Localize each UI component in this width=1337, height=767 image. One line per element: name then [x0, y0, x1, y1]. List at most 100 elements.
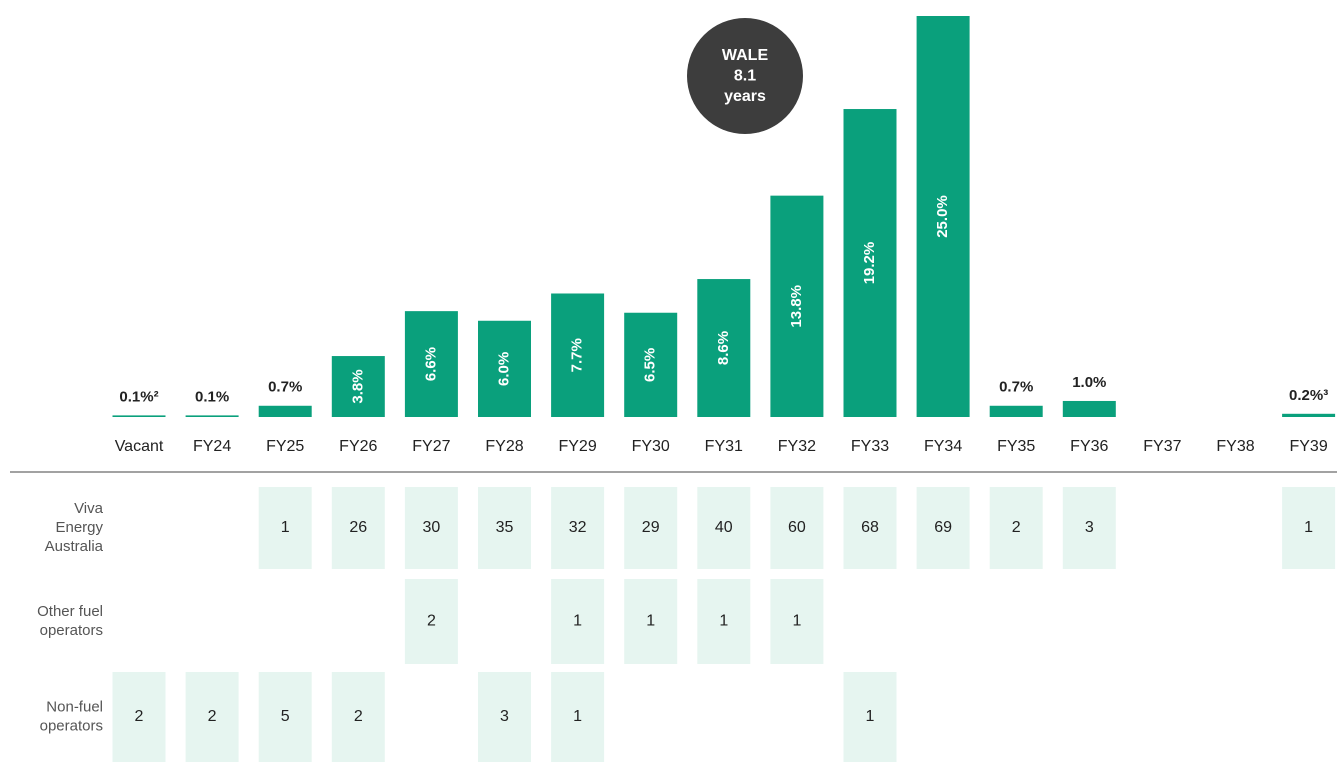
cell-value: 1	[573, 613, 582, 630]
cell-value: 60	[788, 519, 806, 536]
table-cell	[697, 487, 751, 569]
bar	[331, 356, 385, 417]
cell-value: 3	[1085, 519, 1094, 536]
x-tick-label: FY24	[193, 438, 231, 455]
bar	[404, 311, 458, 417]
cell-value: 68	[861, 519, 879, 536]
cell-value: 1	[281, 519, 290, 536]
table-cell	[258, 672, 312, 762]
table-cell	[770, 487, 824, 569]
value-label: 1.0%	[1072, 374, 1106, 391]
cell-value: 29	[642, 519, 660, 536]
table-cell	[258, 487, 312, 569]
table-cell	[404, 487, 458, 569]
table-cell	[1062, 487, 1116, 569]
x-tick-label: FY29	[558, 438, 596, 455]
bar	[989, 405, 1043, 417]
bar	[697, 279, 751, 417]
cell-value: 30	[423, 519, 441, 536]
table-cell	[478, 672, 531, 762]
table-cell	[112, 672, 166, 762]
value-label: 6.5%	[642, 348, 659, 382]
x-tick-label: FY32	[778, 438, 816, 455]
cell-value: 1	[719, 613, 728, 630]
cell-value: 1	[573, 708, 582, 725]
bar	[478, 320, 531, 417]
cell-value: 40	[715, 519, 733, 536]
cell-value: 69	[934, 519, 952, 536]
value-label: 0.7%	[268, 379, 302, 396]
cell-value: 26	[349, 519, 367, 536]
annotation-text: WALE	[722, 47, 769, 64]
annotation-text: 8.1	[734, 68, 756, 85]
value-label: 0.1%²	[119, 388, 158, 405]
value-label: 13.8%	[788, 285, 805, 328]
table-cell	[989, 487, 1043, 569]
x-tick-label: FY28	[485, 438, 523, 455]
table-cell	[624, 487, 678, 569]
value-label: 19.2%	[861, 242, 878, 285]
row-header: operators	[40, 622, 103, 639]
x-tick-label: FY27	[412, 438, 450, 455]
table-cell	[624, 579, 678, 664]
cell-value: 2	[1012, 519, 1021, 536]
table-cell	[843, 672, 897, 762]
row-header: operators	[40, 717, 103, 734]
value-label: 6.0%	[495, 352, 512, 386]
row-header: Australia	[45, 538, 104, 555]
table-cell	[331, 672, 385, 762]
table-cell	[478, 487, 531, 569]
cell-value: 1	[1304, 519, 1313, 536]
bar	[1062, 400, 1116, 417]
table-cell	[1282, 487, 1336, 569]
table-cell	[185, 672, 239, 762]
x-tick-label: FY34	[924, 438, 962, 455]
cell-value: 1	[792, 613, 801, 630]
bar	[624, 312, 678, 417]
bar	[843, 109, 897, 418]
bar	[112, 415, 166, 417]
value-label: 3.8%	[349, 369, 366, 403]
bar	[1282, 413, 1336, 417]
value-label: 6.6%	[422, 347, 439, 381]
row-header: Energy	[55, 519, 103, 536]
cell-value: 2	[135, 708, 144, 725]
cell-value: 3	[500, 708, 509, 725]
x-tick-label: FY35	[997, 438, 1035, 455]
x-tick-label: FY30	[632, 438, 670, 455]
x-tick-label: FY33	[851, 438, 889, 455]
value-label: 25.0%	[934, 195, 951, 238]
value-label: 8.6%	[715, 331, 732, 365]
x-tick-label: FY36	[1070, 438, 1108, 455]
bar	[770, 195, 824, 417]
annotation-text: years	[724, 88, 766, 105]
table-cell	[843, 487, 897, 569]
table-cell	[551, 579, 605, 664]
bar	[258, 405, 312, 417]
cell-value: 1	[646, 613, 655, 630]
table-cell	[551, 672, 605, 762]
x-tick-label: Vacant	[115, 438, 164, 455]
cell-value: 5	[281, 708, 290, 725]
row-header: Viva	[74, 500, 104, 517]
x-tick-label: FY39	[1289, 438, 1327, 455]
value-label: 7.7%	[569, 338, 586, 372]
x-tick-label: FY26	[339, 438, 377, 455]
cell-value: 1	[866, 708, 875, 725]
value-label: 0.2%³	[1289, 387, 1328, 404]
cell-value: 2	[354, 708, 363, 725]
x-tick-label: FY31	[705, 438, 743, 455]
cell-value: 2	[427, 613, 436, 630]
value-label: 0.1%	[195, 388, 229, 405]
row-header: Other fuel	[37, 603, 103, 620]
x-tick-label: FY25	[266, 438, 304, 455]
table-cell	[770, 579, 824, 664]
annotation-badge	[687, 18, 803, 134]
table-cell	[697, 579, 751, 664]
bar	[916, 16, 970, 417]
x-tick-label: FY38	[1216, 438, 1254, 455]
cell-value: 32	[569, 519, 587, 536]
cell-value: 35	[496, 519, 514, 536]
table-cell	[331, 487, 385, 569]
